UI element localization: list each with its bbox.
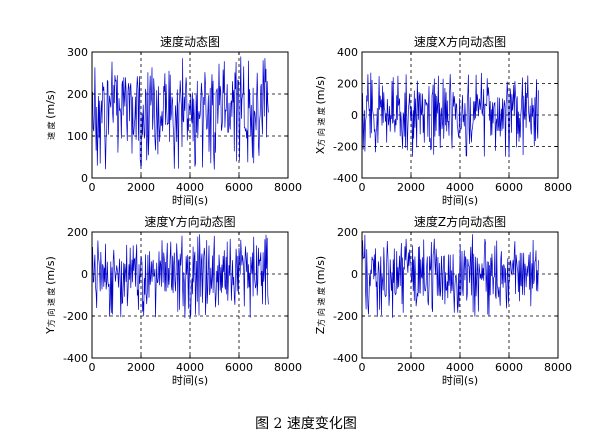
x-tick-label: 2000 bbox=[127, 181, 155, 194]
subplot-title: 速度Z方向动态图 bbox=[414, 214, 506, 229]
y-tick-label: 0 bbox=[351, 109, 358, 122]
y-tick-label: -400 bbox=[333, 352, 358, 365]
x-tick-label: 2000 bbox=[397, 181, 425, 194]
y-tick-label: -400 bbox=[63, 352, 88, 365]
x-tick-label: 2000 bbox=[127, 361, 155, 374]
series-line bbox=[91, 56, 269, 170]
y-tick-label: -400 bbox=[333, 172, 358, 185]
subplot-title: 速度动态图 bbox=[160, 34, 220, 49]
series-line bbox=[361, 234, 539, 318]
y-axis-label: X方 向 速 度 (m/s) bbox=[314, 76, 327, 154]
subplot-3: 0 2000 4000 6000 8000 -400 -200 0 200 速度Y方向动态图时间(… bbox=[44, 214, 302, 387]
y-tick-label: -200 bbox=[63, 310, 88, 323]
x-tick-label: 8000 bbox=[274, 361, 302, 374]
x-axis-label: 时间(s) bbox=[442, 194, 478, 207]
x-axis-label: 时间(s) bbox=[172, 374, 208, 387]
x-tick-label: 0 bbox=[359, 361, 366, 374]
y-tick-label: 300 bbox=[67, 46, 88, 59]
y-axis-label: 速 度 (m/s) bbox=[44, 90, 57, 140]
x-tick-label: 8000 bbox=[544, 181, 572, 194]
y-tick-label: 0 bbox=[351, 268, 358, 281]
subplot-title: 速度Y方向动态图 bbox=[144, 214, 235, 229]
x-axis-label: 时间(s) bbox=[442, 374, 478, 387]
x-tick-label: 4000 bbox=[176, 181, 204, 194]
y-tick-label: 200 bbox=[67, 226, 88, 239]
x-tick-label: 8000 bbox=[274, 181, 302, 194]
y-tick-label: 200 bbox=[337, 78, 358, 91]
x-tick-label: 4000 bbox=[176, 361, 204, 374]
subplot-title: 速度X方向动态图 bbox=[414, 34, 506, 49]
y-tick-label: -200 bbox=[333, 141, 358, 154]
y-tick-label: -200 bbox=[333, 310, 358, 323]
y-tick-label: 200 bbox=[67, 88, 88, 101]
x-axis-label: 时间(s) bbox=[172, 194, 208, 207]
x-tick-label: 4000 bbox=[446, 181, 474, 194]
x-tick-label: 6000 bbox=[495, 361, 523, 374]
x-tick-label: 2000 bbox=[397, 361, 425, 374]
x-tick-label: 0 bbox=[89, 181, 96, 194]
series-line bbox=[361, 72, 539, 158]
series-line bbox=[91, 234, 269, 318]
x-tick-label: 8000 bbox=[544, 361, 572, 374]
subplot-2: 0 2000 4000 6000 8000 -400 -200 0 200 400 速度X方向动态图… bbox=[314, 34, 572, 207]
x-tick-label: 0 bbox=[89, 361, 96, 374]
y-tick-label: 400 bbox=[337, 46, 358, 59]
y-tick-label: 100 bbox=[67, 130, 88, 143]
x-tick-label: 0 bbox=[359, 181, 366, 194]
y-axis-label: Z方 向 速 度 (m/s) bbox=[314, 256, 327, 334]
x-tick-label: 6000 bbox=[495, 181, 523, 194]
y-axis-label: Y方 向 速 度 (m/s) bbox=[44, 256, 57, 335]
figure-caption: 图 2 速度变化图 bbox=[255, 416, 357, 432]
subplot-4: 0 2000 4000 6000 8000 -400 -200 0 200 速度Z方向动态图时间(… bbox=[314, 214, 572, 387]
x-tick-label: 6000 bbox=[225, 361, 253, 374]
x-tick-label: 6000 bbox=[225, 181, 253, 194]
y-tick-label: 0 bbox=[81, 172, 88, 185]
x-tick-label: 4000 bbox=[446, 361, 474, 374]
y-tick-label: 0 bbox=[81, 268, 88, 281]
y-tick-label: 200 bbox=[337, 226, 358, 239]
